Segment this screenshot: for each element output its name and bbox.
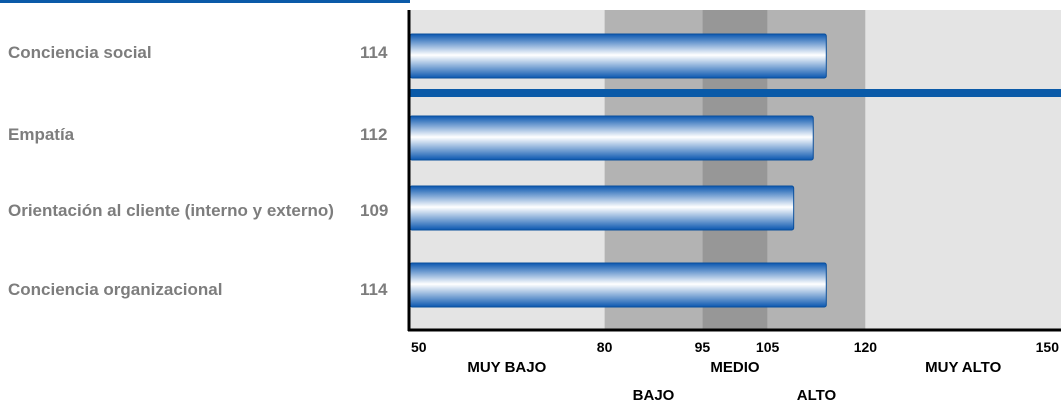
bar-empatia	[409, 115, 814, 161]
value-label-orientacion-cliente: 109	[360, 201, 389, 220]
x-tick-label-80: 80	[597, 339, 613, 355]
bars-layer	[409, 33, 827, 308]
bar-conciencia-organizacional	[409, 262, 827, 308]
header-rule	[0, 0, 410, 3]
value-label-empatia: 112	[360, 125, 388, 144]
category-label-orientacion-cliente: Orientación al cliente (interno y extern…	[8, 201, 334, 220]
bar-orientacion-al-cliente-interno-y-externo	[409, 185, 795, 231]
category-label-empatia: Empatía	[8, 125, 75, 144]
zone-label-bajo: BAJO	[633, 387, 675, 402]
x-tick-label-105: 105	[756, 339, 780, 355]
category-label-conciencia-organizacional: Conciencia organizacional	[8, 280, 223, 299]
tick-labels: 50 80 95 105 120 150	[411, 339, 1059, 355]
value-label-conciencia-organizacional: 114	[360, 280, 388, 299]
bar-conciencia-social	[409, 33, 827, 79]
zone-label-alto: ALTO	[797, 387, 837, 402]
zone-label-muy-bajo: MUY BAJO	[467, 359, 546, 376]
x-tick-label-50: 50	[411, 339, 427, 355]
category-label-conciencia-social: Conciencia social	[8, 43, 152, 62]
x-tick-label-150: 150	[1036, 339, 1060, 355]
x-tick-label-120: 120	[854, 339, 878, 355]
axes-layer	[407, 10, 1061, 332]
zone-label-medio: MEDIO	[710, 359, 760, 376]
x-tick-label-95: 95	[695, 339, 711, 355]
zone-band-muy-alto	[865, 10, 1061, 330]
zone-label-muy-alto: MUY ALTO	[925, 359, 1001, 376]
zone-labels: MUY BAJO BAJO MEDIO ALTO MUY ALTO	[467, 359, 1001, 402]
row-separator	[409, 89, 1061, 97]
value-label-conciencia-social: 114	[360, 43, 388, 62]
separator-layer	[409, 89, 1061, 97]
